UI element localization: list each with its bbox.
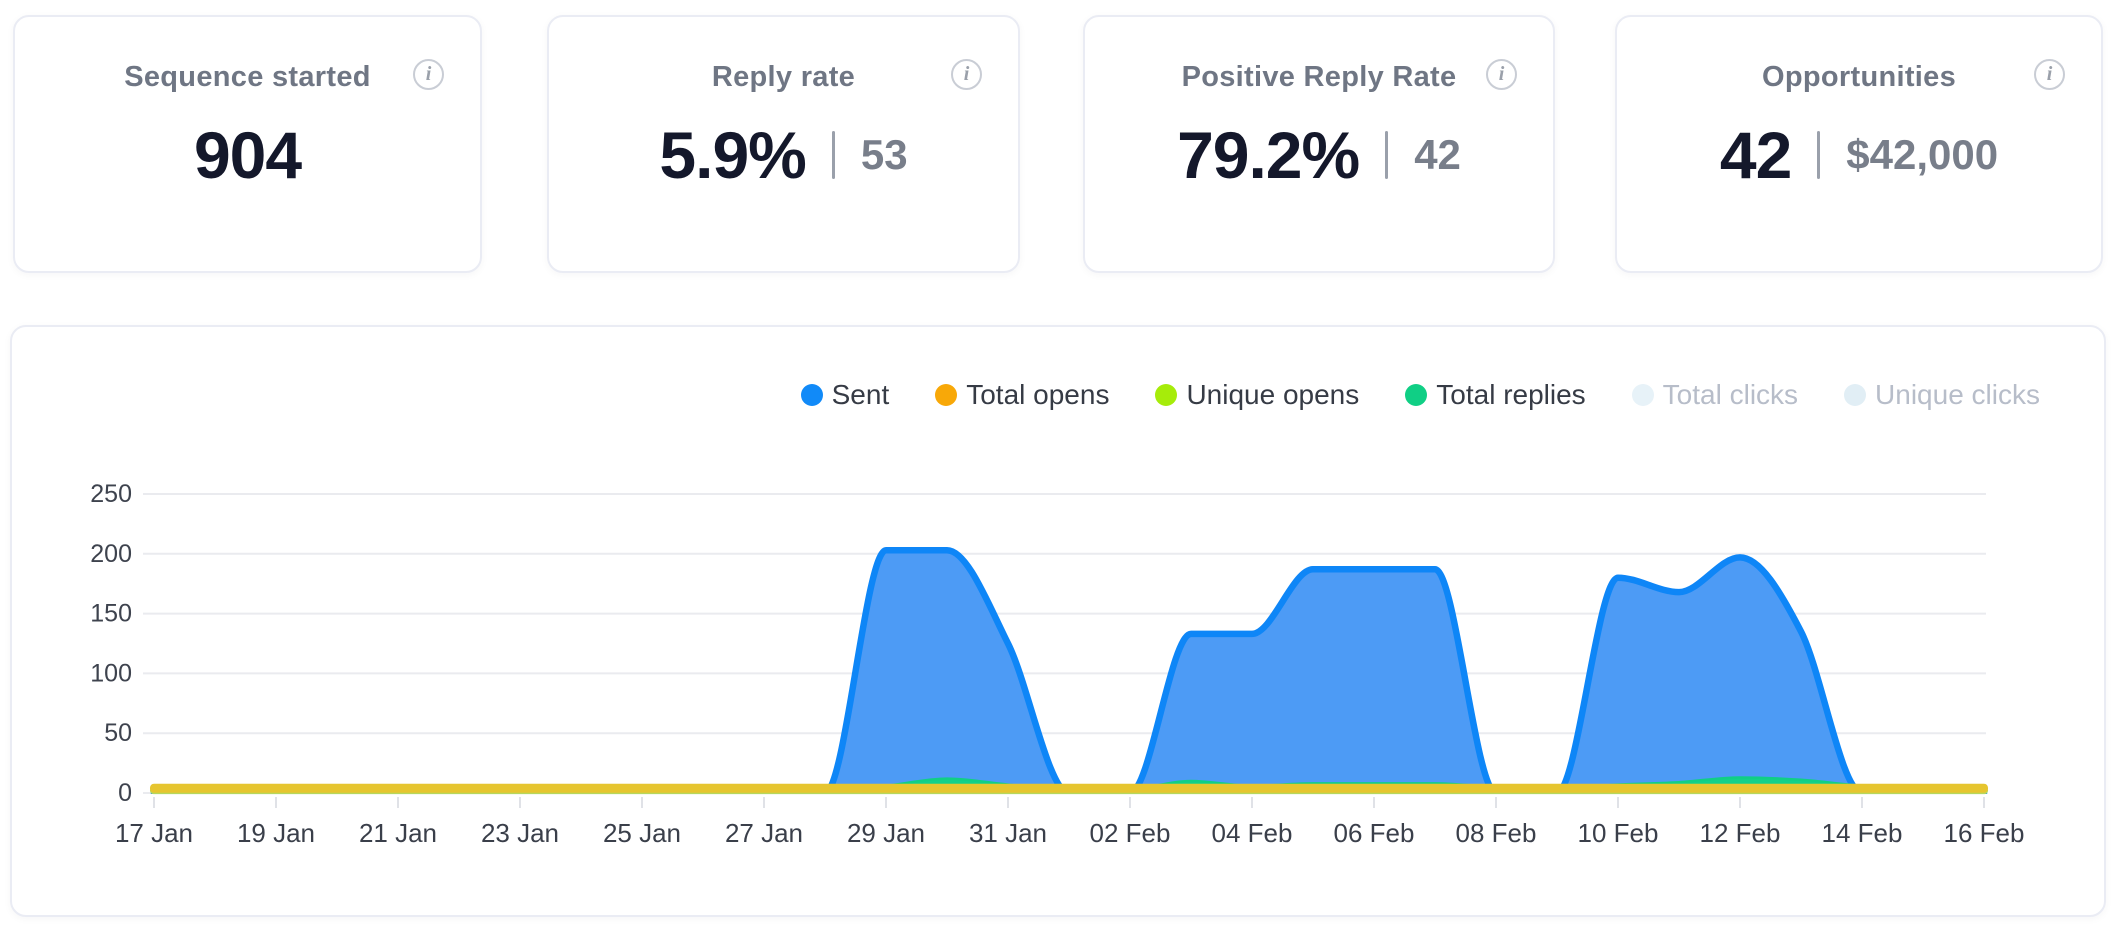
- legend-label: Total opens: [966, 379, 1110, 410]
- legend-label: Unique opens: [1186, 379, 1360, 410]
- legend-dot-total-opens: [935, 384, 958, 406]
- legend-dot-unique-opens: [1155, 384, 1178, 406]
- legend-dot-total-replies: [1405, 384, 1428, 406]
- info-icon[interactable]: i: [1486, 59, 1517, 90]
- stat-card-secondary: 42: [1414, 131, 1461, 178]
- svg-text:19 Jan: 19 Jan: [237, 818, 315, 848]
- stat-card-secondary-wrap: $42,000: [1791, 131, 1998, 179]
- stat-card-secondary: $42,000: [1846, 131, 1999, 178]
- stat-card-title: Positive Reply Rate: [1181, 61, 1457, 93]
- stat-card-secondary-wrap: 42: [1359, 131, 1461, 179]
- stat-card-value: 79.2%: [1177, 118, 1360, 192]
- svg-text:200: 200: [90, 540, 132, 568]
- svg-text:0: 0: [118, 779, 132, 807]
- stat-card-value: 42: [1719, 118, 1792, 192]
- value-divider: [1817, 131, 1821, 179]
- svg-text:29 Jan: 29 Jan: [847, 818, 925, 848]
- stat-card-sequence-started: Sequence started i 904: [13, 15, 482, 273]
- svg-text:100: 100: [90, 659, 132, 687]
- legend-item-total-clicks[interactable]: Total clicks: [1631, 379, 1799, 411]
- svg-text:31 Jan: 31 Jan: [969, 818, 1047, 848]
- svg-text:50: 50: [104, 719, 132, 747]
- info-icon-glyph: i: [425, 63, 432, 85]
- value-divider: [831, 131, 835, 179]
- legend-item-total-opens[interactable]: Total opens: [935, 379, 1109, 411]
- stat-card-positive-reply-rate: Positive Reply Rate i 79.2% 42: [1083, 15, 1555, 273]
- svg-text:04 Feb: 04 Feb: [1212, 818, 1293, 848]
- svg-text:25 Jan: 25 Jan: [603, 818, 681, 848]
- svg-text:06 Feb: 06 Feb: [1334, 818, 1415, 848]
- svg-text:02 Feb: 02 Feb: [1090, 818, 1171, 848]
- chart-legend: Sent Total opens Unique opens Total repl…: [800, 379, 2040, 411]
- value-divider: [1385, 131, 1389, 179]
- svg-text:16 Feb: 16 Feb: [1944, 818, 2025, 848]
- info-icon-glyph: i: [2046, 63, 2053, 85]
- svg-text:250: 250: [90, 480, 132, 508]
- svg-text:14 Feb: 14 Feb: [1822, 818, 1903, 848]
- svg-text:23 Jan: 23 Jan: [481, 818, 559, 848]
- stat-card-title: Opportunities: [1762, 61, 1956, 93]
- stat-card-secondary-wrap: 53: [806, 131, 908, 179]
- svg-text:17 Jan: 17 Jan: [115, 818, 193, 848]
- legend-item-total-replies[interactable]: Total replies: [1405, 379, 1586, 411]
- svg-text:27 Jan: 27 Jan: [725, 818, 803, 848]
- stat-card-title: Reply rate: [711, 61, 856, 93]
- info-icon-glyph: i: [1498, 63, 1505, 85]
- svg-text:21 Jan: 21 Jan: [359, 818, 437, 848]
- info-icon[interactable]: i: [951, 59, 982, 90]
- info-icon[interactable]: i: [413, 59, 444, 90]
- legend-label: Sent: [831, 379, 890, 410]
- legend-label: Total clicks: [1662, 379, 1799, 410]
- stat-card-value: 904: [193, 118, 302, 192]
- legend-dot-unique-clicks: [1844, 384, 1867, 406]
- stat-card-title: Sequence started: [124, 61, 371, 93]
- stat-card-reply-rate: Reply rate i 5.9% 53: [547, 15, 1020, 273]
- legend-dot-total-clicks: [1631, 384, 1654, 406]
- legend-item-unique-opens[interactable]: Unique opens: [1155, 379, 1359, 411]
- legend-item-unique-clicks[interactable]: Unique clicks: [1844, 379, 2040, 411]
- svg-text:150: 150: [90, 600, 132, 628]
- campaign-activity-chart-card: Sent Total opens Unique opens Total repl…: [10, 325, 2106, 917]
- svg-text:12 Feb: 12 Feb: [1700, 818, 1781, 848]
- stat-card-opportunities: Opportunities i 42 $42,000: [1615, 15, 2103, 273]
- svg-text:08 Feb: 08 Feb: [1456, 818, 1537, 848]
- stat-card-value: 5.9%: [659, 118, 806, 192]
- legend-label: Unique clicks: [1875, 379, 2040, 410]
- legend-label: Total replies: [1436, 379, 1586, 410]
- legend-dot-sent: [800, 384, 823, 406]
- legend-item-sent[interactable]: Sent: [800, 379, 890, 411]
- info-icon-glyph: i: [963, 63, 970, 85]
- info-icon[interactable]: i: [2034, 59, 2065, 90]
- stat-card-secondary: 53: [860, 131, 908, 178]
- activity-area-chart[interactable]: 0 50 100 150 200 250 17 Jan 19 Jan 21 Jan 23 Jan 2…: [12, 327, 2104, 915]
- svg-text:10 Feb: 10 Feb: [1578, 818, 1659, 848]
